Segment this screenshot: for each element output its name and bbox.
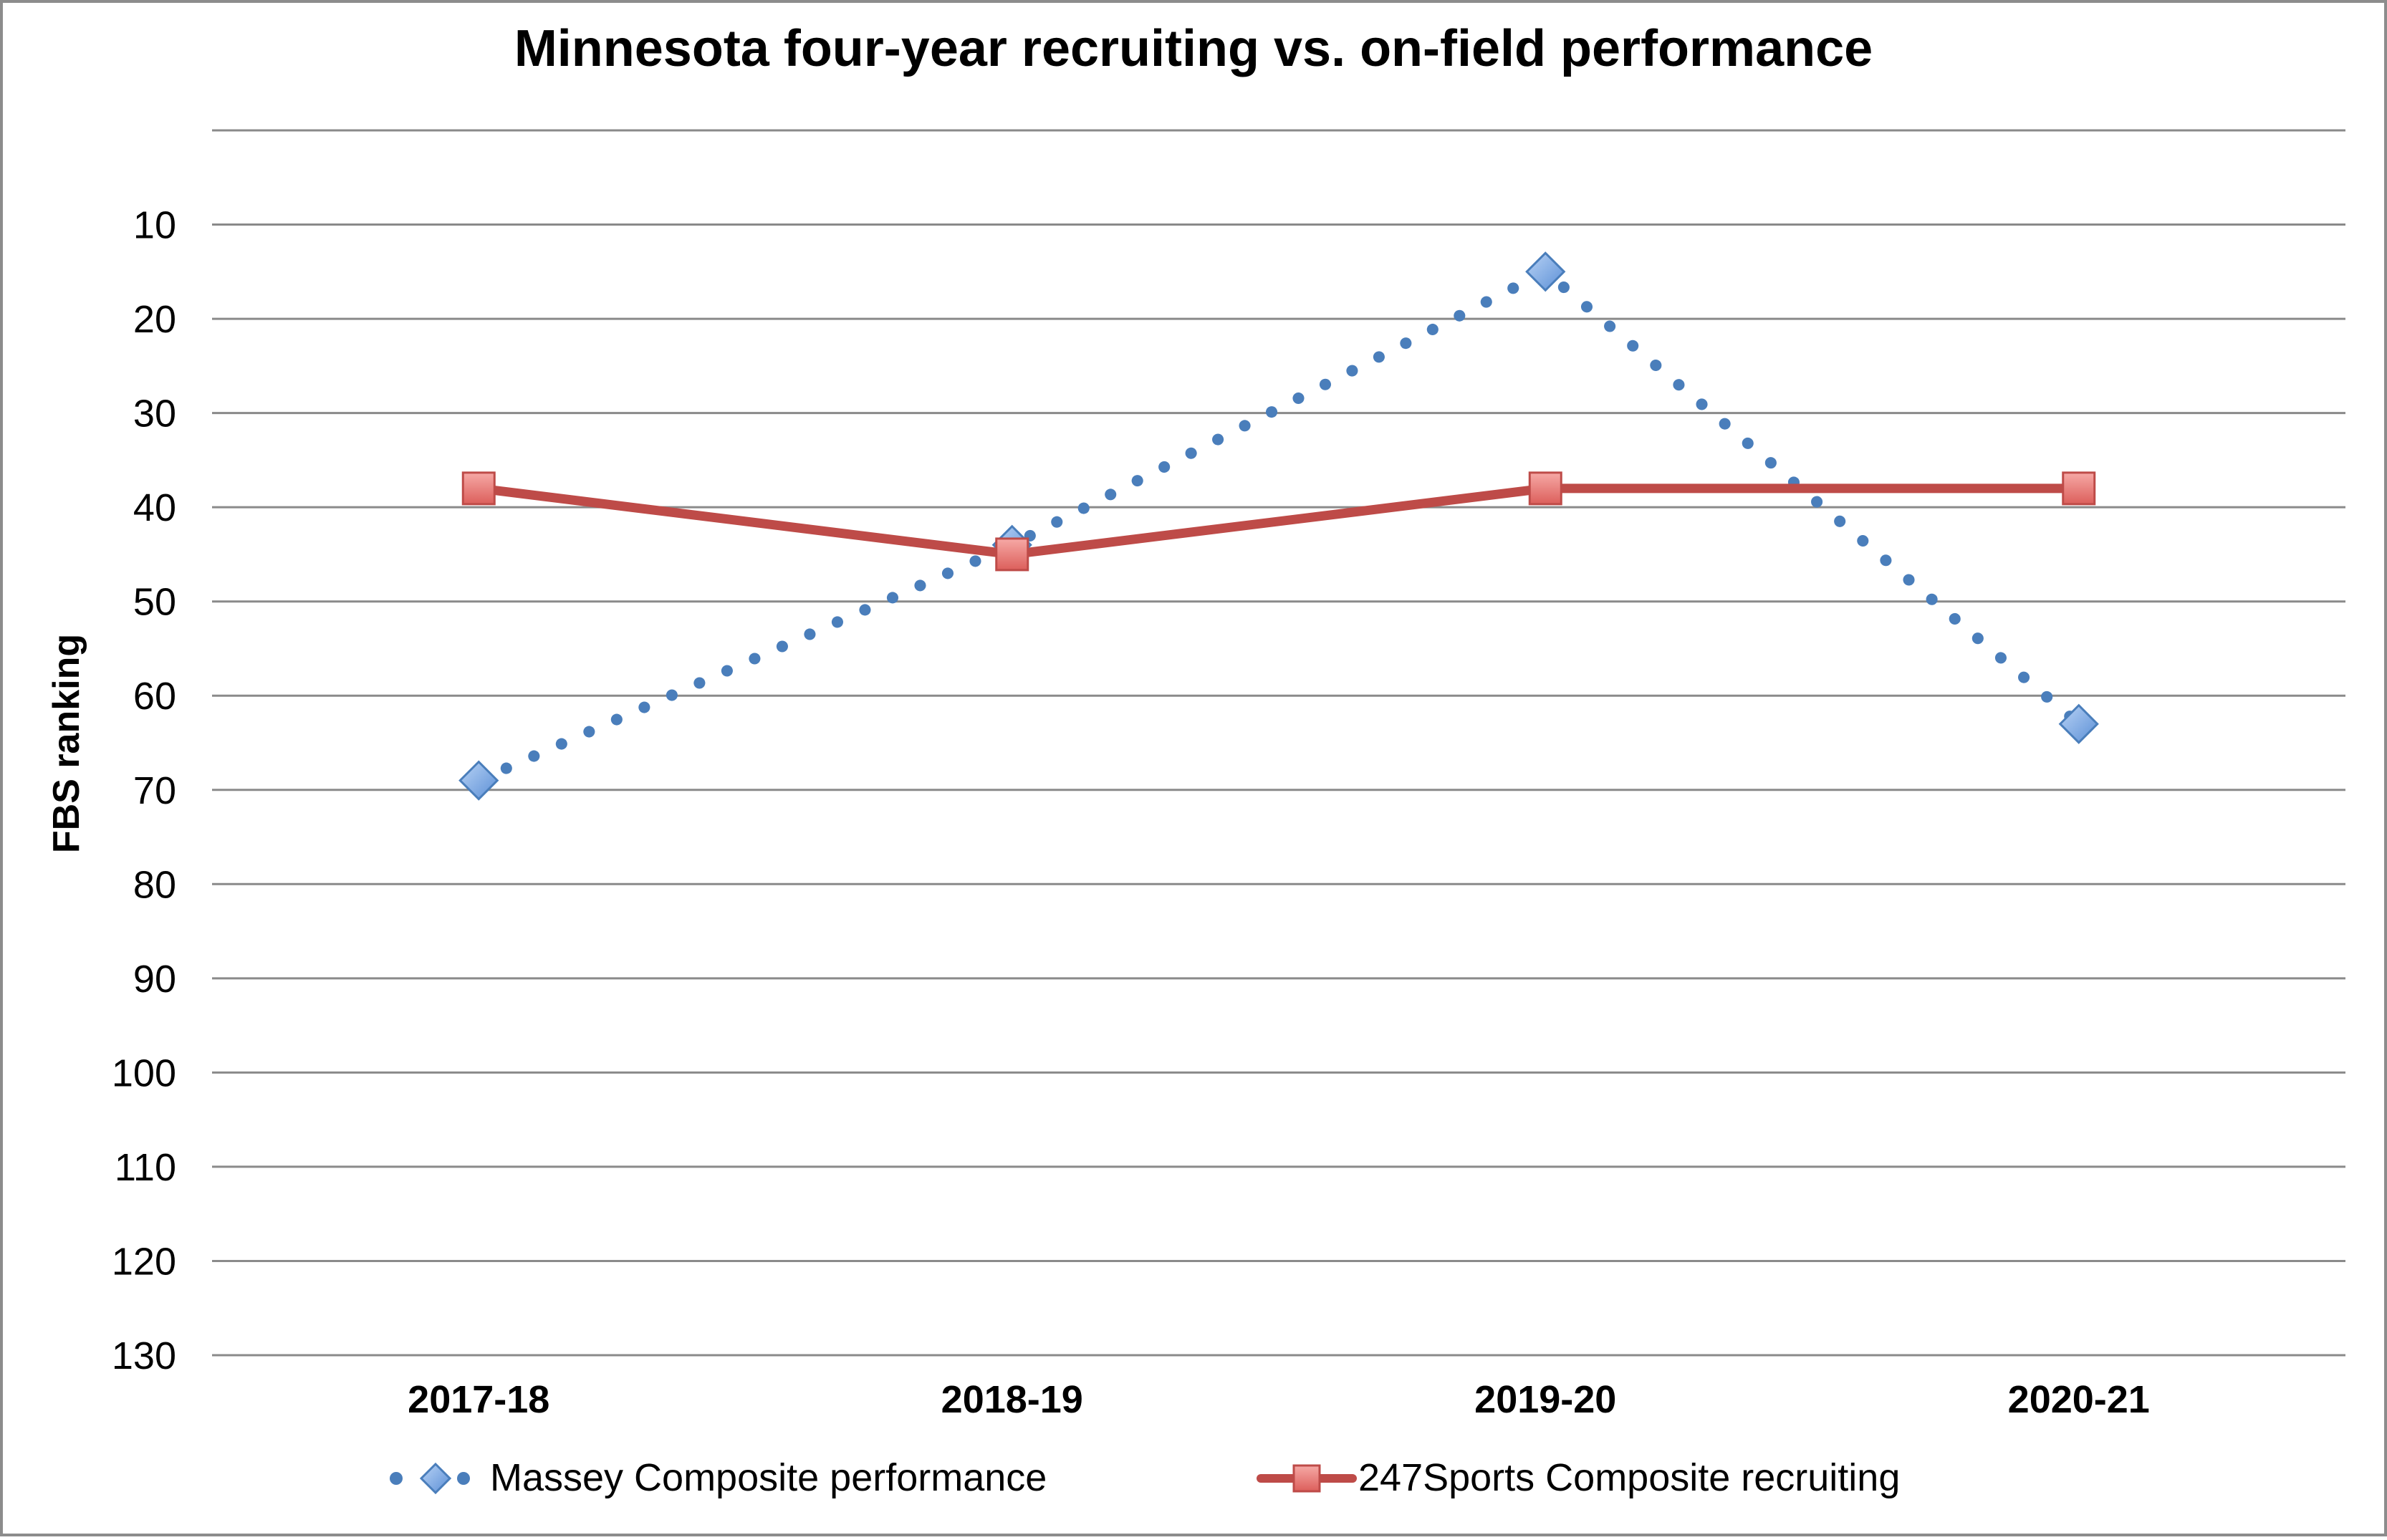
marker-massey-point: [1525, 251, 1566, 292]
y-tick-label: 40: [133, 486, 176, 529]
legend-247-square: [1292, 1464, 1321, 1493]
legend-item-massey: Massey Composite performance: [390, 1456, 1047, 1499]
legend-label-247sports: 247Sports Composite recruiting: [1358, 1456, 1900, 1499]
legend-massey-diamond: [419, 1462, 452, 1495]
marker-massey-point: [458, 760, 499, 801]
marker-massey-point: [2058, 703, 2099, 744]
marker-247sports-point: [1528, 471, 1562, 506]
y-tick-label: 130: [112, 1334, 176, 1377]
legend-massey-dot: [390, 1472, 403, 1485]
y-tick-label: 90: [133, 958, 176, 1001]
x-tick-label: 2018-19: [941, 1378, 1083, 1421]
y-tick-label: 50: [133, 581, 176, 624]
y-tick-label: 60: [133, 675, 176, 718]
marker-247sports-point: [995, 537, 1029, 572]
gridlines: [212, 129, 2345, 1357]
y-tick-label: 70: [133, 769, 176, 812]
y-tick-label: 80: [133, 863, 176, 906]
x-tick-label: 2019-20: [1474, 1378, 1616, 1421]
legend: Massey Composite performance 247Sports C…: [390, 1456, 1900, 1499]
legend-massey-dot: [457, 1472, 470, 1485]
y-tick-label: 20: [133, 298, 176, 341]
x-tick-label: 2020-21: [2008, 1378, 2150, 1421]
legend-item-247sports: 247Sports Composite recruiting: [1257, 1456, 1900, 1499]
marker-247sports-point: [461, 471, 496, 506]
marker-247sports-point: [2062, 471, 2096, 506]
y-axis-label: FBS ranking: [46, 634, 87, 853]
y-tick-label: 10: [133, 204, 176, 247]
series-line-247sports: [478, 483, 2079, 559]
x-tick-label: 2017-18: [408, 1378, 549, 1421]
series-layer: [458, 251, 2099, 801]
y-tick-label: 30: [133, 393, 176, 435]
chart-title: Minnesota four-year recruiting vs. on-fi…: [514, 20, 1873, 77]
y-tick-label: 120: [112, 1240, 176, 1283]
y-tick-label: 100: [112, 1051, 176, 1094]
x-tick-labels: 2017-18 2018-19 2019-20 2020-21: [408, 1378, 2150, 1421]
y-tick-labels: 10 20 30 40 50 60 70 80 90 100 110 120 130: [112, 204, 176, 1377]
legend-label-massey: Massey Composite performance: [490, 1456, 1047, 1499]
y-tick-label: 110: [115, 1146, 176, 1189]
